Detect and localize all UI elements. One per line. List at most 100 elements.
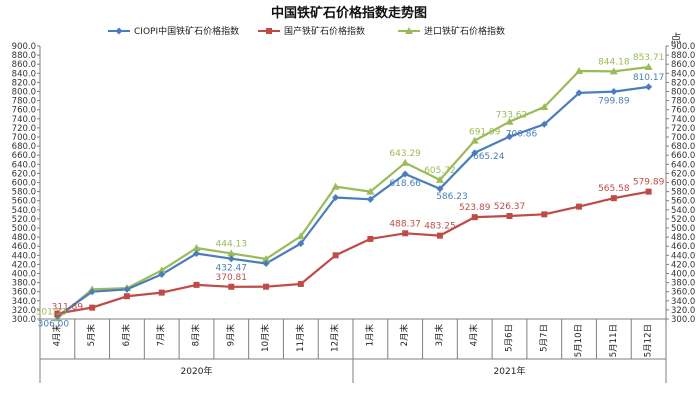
year-label: 2021年 bbox=[494, 365, 526, 377]
y-tick-label-left: 840.0 bbox=[12, 69, 36, 79]
y-tick-label-left: 620.0 bbox=[12, 169, 36, 179]
data-label: 526.37 bbox=[494, 202, 526, 212]
y-tick-label-right: 820.0 bbox=[671, 78, 695, 88]
data-point bbox=[228, 283, 235, 290]
y-tick-label-left: 400.0 bbox=[12, 270, 36, 280]
data-point bbox=[540, 120, 548, 128]
data-point bbox=[645, 83, 653, 91]
data-point bbox=[401, 170, 409, 178]
data-label: 700.86 bbox=[506, 130, 538, 140]
y-tick-label-left: 320.0 bbox=[12, 306, 36, 316]
y-tick-label-right: 480.0 bbox=[671, 233, 695, 243]
x-tick-label: 4月末 bbox=[469, 324, 480, 347]
y-tick-label-right: 540.0 bbox=[671, 206, 695, 216]
y-tick-label-right: 560.0 bbox=[671, 197, 695, 207]
data-label: 483.25 bbox=[424, 222, 456, 232]
data-point bbox=[332, 194, 340, 202]
y-tick-label-left: 440.0 bbox=[12, 251, 36, 261]
data-point bbox=[402, 230, 409, 237]
y-tick-label-left: 420.0 bbox=[12, 260, 36, 270]
data-point bbox=[506, 133, 513, 141]
y-tick-label-left: 860.0 bbox=[12, 60, 36, 70]
data-point bbox=[54, 310, 61, 317]
data-point bbox=[296, 232, 305, 240]
data-point bbox=[193, 249, 200, 257]
data-point bbox=[123, 293, 130, 300]
y-tick-label-left: 560.0 bbox=[12, 197, 36, 207]
y-tick-label-right: 640.0 bbox=[671, 160, 695, 170]
y-tick-label-right: 800.0 bbox=[671, 88, 695, 98]
data-label: 618.66 bbox=[389, 179, 421, 189]
data-point bbox=[575, 89, 583, 97]
data-point bbox=[609, 67, 618, 75]
data-point bbox=[157, 266, 166, 274]
data-label: 311.89 bbox=[52, 303, 84, 313]
data-label: 488.37 bbox=[389, 219, 421, 229]
legend-entry: 国产铁矿石价格指数 bbox=[284, 25, 365, 37]
y-tick-label-left: 360.0 bbox=[12, 288, 36, 298]
y-tick-label-left: 820.0 bbox=[12, 78, 36, 88]
x-tick-label: 7月末 bbox=[156, 324, 167, 347]
data-label: 301.53 bbox=[36, 307, 68, 317]
data-label: 579.89 bbox=[633, 178, 665, 188]
data-label: 691.99 bbox=[469, 128, 501, 138]
data-point bbox=[366, 195, 374, 203]
data-point bbox=[158, 270, 166, 278]
y-tick-label-right: 720.0 bbox=[671, 124, 695, 134]
data-point bbox=[227, 255, 235, 263]
data-point bbox=[645, 188, 652, 195]
data-label: 853.71 bbox=[633, 53, 665, 63]
data-label: 643.29 bbox=[389, 149, 421, 159]
y-tick-label-right: 320.0 bbox=[671, 306, 695, 316]
data-point bbox=[576, 203, 583, 210]
x-tick-label: 2月末 bbox=[399, 324, 410, 347]
legend-marker bbox=[405, 27, 413, 34]
y-tick-label-right: 580.0 bbox=[671, 188, 695, 198]
data-point bbox=[610, 195, 617, 202]
legend-marker bbox=[266, 28, 272, 34]
chart-title: 中国铁矿石价格指数走势图 bbox=[271, 5, 427, 21]
series-line bbox=[57, 190, 649, 315]
data-label: 370.81 bbox=[216, 273, 248, 283]
y-tick-label-right: 360.0 bbox=[671, 288, 695, 298]
y-tick-label-left: 600.0 bbox=[12, 179, 36, 189]
y-tick-label-left: 500.0 bbox=[12, 224, 36, 234]
data-point bbox=[435, 175, 444, 183]
series-lines bbox=[56, 66, 649, 320]
data-point bbox=[89, 304, 96, 311]
data-point bbox=[436, 185, 444, 193]
series-line bbox=[56, 66, 649, 320]
x-tick-label: 10月末 bbox=[260, 324, 271, 352]
y-tick-label-left: 660.0 bbox=[12, 151, 36, 161]
data-point bbox=[610, 88, 618, 96]
x-tick-label: 5月11日 bbox=[609, 324, 619, 357]
y-tick-label-right: 880.0 bbox=[671, 51, 695, 61]
data-point bbox=[541, 211, 548, 218]
x-tick-label: 3月末 bbox=[434, 324, 445, 347]
data-point bbox=[471, 214, 478, 221]
x-tick-label: 5月7日 bbox=[539, 324, 549, 352]
y-tick-label-left: 540.0 bbox=[12, 206, 36, 216]
x-tick-label: 5月10日 bbox=[574, 324, 584, 357]
y-tick-label-left: 740.0 bbox=[12, 115, 36, 125]
data-point bbox=[263, 283, 270, 290]
y-tick-label-right: 780.0 bbox=[671, 97, 695, 107]
data-label: 799.89 bbox=[598, 97, 630, 107]
x-tick-label: 9月末 bbox=[225, 324, 236, 347]
x-tick-label: 4月末 bbox=[51, 324, 62, 347]
data-point bbox=[262, 259, 270, 267]
y-tick-label-right: 300.0 bbox=[671, 315, 695, 325]
y-tick-label-left: 520.0 bbox=[12, 215, 36, 225]
legend: CIOPI中国铁矿石价格指数 国产铁矿石价格指数 进口铁矿石价格指数 bbox=[108, 25, 505, 37]
year-label: 2020年 bbox=[181, 365, 213, 377]
y-tick-label-left: 760.0 bbox=[12, 106, 36, 116]
y-tick-label-right: 440.0 bbox=[671, 251, 695, 261]
data-point bbox=[470, 136, 479, 144]
data-label: 523.89 bbox=[459, 203, 491, 213]
data-point bbox=[540, 102, 549, 110]
series-markers bbox=[53, 63, 653, 322]
data-point bbox=[227, 249, 236, 257]
data-label: 444.13 bbox=[216, 239, 248, 249]
